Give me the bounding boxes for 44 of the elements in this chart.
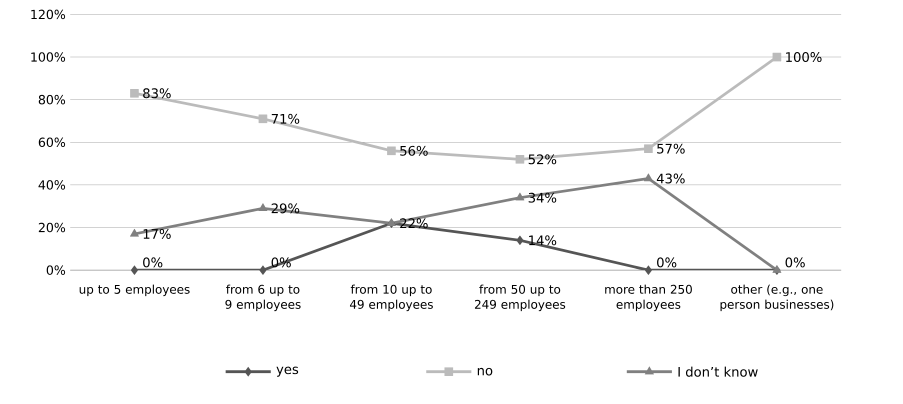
x-tick-label: from 50 up to 249 employees	[474, 284, 566, 312]
data-label: 0%	[786, 257, 805, 268]
point	[644, 144, 653, 153]
y-tick-label: 80%	[38, 94, 66, 104]
x-tick-label: from 6 up to 9 employees	[225, 284, 301, 312]
point	[130, 228, 139, 236]
point	[259, 265, 267, 275]
data-label: 43%	[656, 173, 685, 184]
data-label: 83%	[143, 88, 171, 98]
legend-label: no	[478, 368, 492, 376]
y-tick-label: 120%	[31, 10, 66, 20]
data-label: 14%	[529, 235, 556, 246]
point	[130, 265, 138, 275]
x-tick-label: other (e.g., one person businesses)	[720, 284, 834, 312]
data-label: 0%	[657, 257, 676, 268]
y-tick-label: 60%	[38, 137, 66, 147]
point	[644, 173, 653, 182]
x-tick-label: up to 5 employees	[80, 284, 190, 296]
x-tick-label: from 10 up to 49 employees	[350, 284, 433, 312]
data-label: 34%	[528, 192, 556, 203]
y-tick-label: 100%	[31, 52, 66, 62]
point	[515, 192, 524, 200]
point	[258, 114, 268, 124]
data-label: 71%	[272, 114, 300, 124]
data-label: 52%	[528, 154, 556, 164]
y-tick-label: 40%	[38, 180, 66, 190]
point	[387, 146, 396, 155]
data-label: 29%	[272, 203, 300, 214]
y-tick-label: 0%	[46, 265, 66, 275]
y-tick-label: 20%	[38, 222, 66, 232]
point	[258, 203, 268, 211]
x-tick-label: more than 250 employees	[605, 284, 692, 312]
point	[516, 154, 524, 164]
data-label: 0%	[143, 257, 162, 268]
point	[772, 52, 782, 62]
data-label: 56%	[400, 146, 428, 156]
point	[644, 265, 652, 275]
legend-label: yes	[276, 366, 298, 377]
legend-label: I don’t know	[678, 366, 758, 377]
point	[516, 235, 524, 245]
data-label: 57%	[657, 144, 685, 154]
point	[130, 88, 139, 98]
data-label: 17%	[144, 228, 171, 239]
data-label: 100%	[786, 52, 822, 62]
